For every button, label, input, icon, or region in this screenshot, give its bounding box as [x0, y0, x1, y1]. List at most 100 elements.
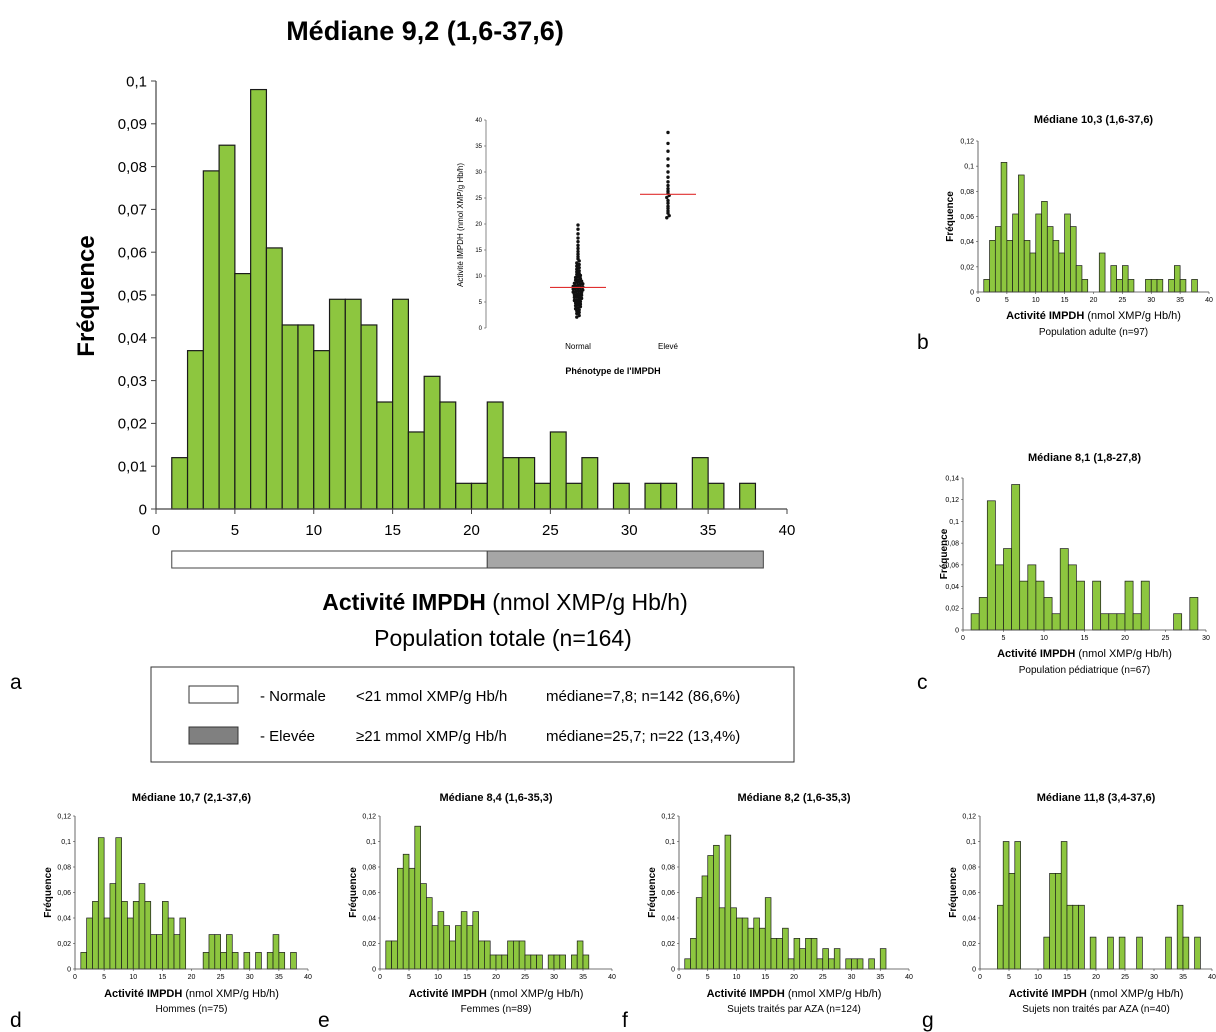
bar	[1078, 904, 1085, 970]
x-tick-label: 20	[463, 522, 480, 539]
bar	[868, 958, 875, 970]
histogram-b: 0 0,02 0,04 0,06 0,08 0,1 0,12 0 5 10 15 20 25 30 35 40…	[945, 114, 1213, 338]
y-tick-label: 0,04	[962, 915, 976, 922]
bar	[281, 324, 299, 510]
chart-a-xlabel-bold: Activité IMPDH	[322, 589, 486, 615]
data-point	[666, 170, 670, 174]
bar	[518, 457, 536, 510]
inset-xlabel: Phénotype de l'IMPDH	[565, 366, 660, 376]
chart-a-xlabel-unit: (nmol XMP/g Hb/h)	[486, 589, 688, 615]
bar	[571, 954, 578, 970]
x-tick-label: 10	[733, 974, 741, 981]
bar	[576, 940, 584, 970]
y-tick-label: 0,1	[949, 519, 959, 526]
bar	[707, 482, 725, 510]
bar	[360, 324, 378, 510]
bar	[423, 375, 441, 510]
bar	[565, 482, 583, 510]
bar	[376, 401, 394, 510]
bar	[612, 482, 630, 510]
x-tick-label: 5	[407, 974, 411, 981]
bar	[1014, 841, 1021, 970]
bar	[208, 934, 216, 970]
histogram-a: 0 0,01 0,02 0,03 0,04 0,05 0,06 0,07 0,08 0,09 0,1…	[118, 73, 795, 569]
data-point	[579, 279, 584, 283]
panel-letter-e: e	[318, 1009, 330, 1032]
bar	[502, 457, 520, 510]
bar	[426, 897, 433, 970]
chart-xlabel: Activité IMPDH (nmol XMP/g Hb/h)	[1009, 988, 1184, 1000]
x-tick-label: 40	[608, 974, 616, 981]
bar	[724, 834, 732, 970]
bar	[978, 597, 988, 631]
bar	[1006, 240, 1014, 293]
bar	[776, 938, 783, 970]
data-point	[666, 189, 670, 193]
histogram-f: 0 0,02 0,04 0,06 0,08 0,1 0,12 0 5 10 15 20 25 30 35 40…	[647, 792, 913, 1015]
bar	[171, 457, 189, 510]
bar	[553, 954, 561, 970]
bar	[266, 952, 274, 970]
bar	[536, 954, 543, 970]
bar	[713, 844, 720, 970]
x-tick-label: 5	[1002, 635, 1006, 642]
chart-title: Médiane 8,4 (1,6-35,3)	[439, 792, 552, 804]
legend-box	[150, 666, 795, 763]
x-tick-label: 25	[521, 974, 529, 981]
data-point	[576, 236, 580, 240]
bar	[132, 901, 140, 970]
y-tick-label: 0,12	[57, 813, 71, 820]
chart-title: Médiane 11,8 (3,4-37,6)	[1037, 792, 1156, 804]
bar	[1108, 613, 1118, 631]
inset-y-tick-label: 15	[475, 248, 482, 254]
bar	[1000, 162, 1008, 293]
y-tick-label: 0,06	[960, 214, 974, 221]
bar	[1067, 564, 1077, 631]
x-tick-label: 10	[434, 974, 442, 981]
bar	[1081, 279, 1089, 293]
bar	[1019, 580, 1029, 631]
bar	[805, 938, 812, 970]
chart-subtitle: Population adulte (n=97)	[1039, 327, 1148, 338]
legend-normal-threshold: <21 mmol XMP/g Hb/h	[356, 688, 507, 705]
bar	[581, 457, 599, 510]
bar	[1136, 936, 1143, 970]
bar	[313, 350, 331, 510]
data-point	[577, 269, 581, 273]
bar	[272, 934, 280, 970]
data-point	[666, 186, 670, 191]
data-point	[578, 299, 583, 304]
bar	[220, 952, 227, 970]
x-tick-label: 40	[905, 974, 913, 981]
chart-ylabel: Fréquence	[948, 867, 959, 918]
bar	[1110, 265, 1117, 293]
bar	[793, 938, 801, 970]
bar	[739, 482, 757, 510]
bar	[250, 88, 268, 510]
bar	[582, 954, 590, 970]
chart-a-ylabel: Fréquence	[73, 235, 100, 356]
bar	[1107, 936, 1114, 970]
y-tick-label: 0	[955, 627, 959, 634]
x-tick-label: 30	[1202, 635, 1210, 642]
x-tick-label: 0	[378, 974, 382, 981]
y-tick-label: 0,08	[118, 159, 147, 176]
x-tick-label: 30	[1150, 974, 1158, 981]
x-tick-label: 10	[1034, 974, 1042, 981]
chart-subtitle: Sujets non traités par AZA (n=40)	[1022, 1004, 1170, 1015]
x-tick-label: 5	[1007, 974, 1011, 981]
bar	[86, 917, 93, 970]
bar	[986, 500, 996, 631]
bar	[297, 324, 315, 510]
y-tick-label: 0,09	[118, 116, 147, 133]
x-tick-label: 10	[305, 522, 322, 539]
bar	[994, 226, 1002, 293]
bar	[472, 911, 479, 970]
bar	[879, 948, 887, 970]
bar	[109, 883, 117, 970]
chart-ylabel: Fréquence	[939, 528, 950, 579]
y-tick-label: 0,06	[118, 244, 147, 261]
bar	[121, 901, 128, 970]
y-tick-label: 0,04	[661, 915, 675, 922]
